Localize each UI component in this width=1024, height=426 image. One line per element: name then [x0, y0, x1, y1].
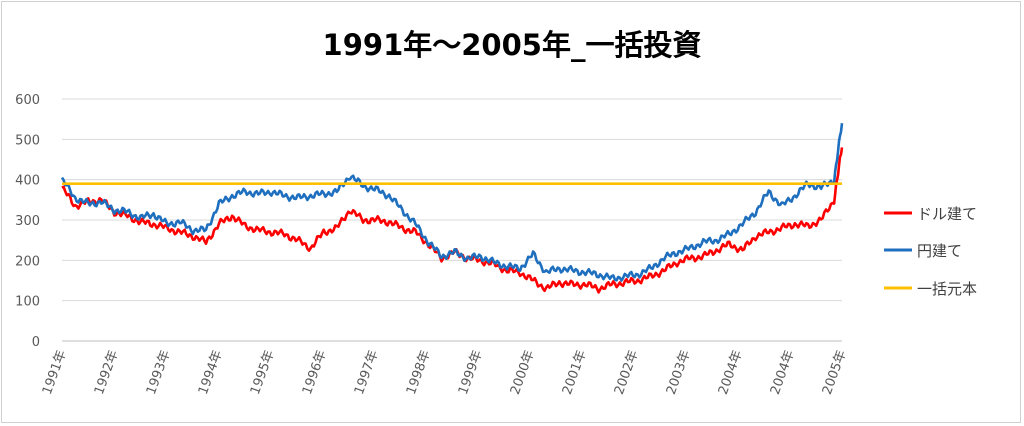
x-axis-ticks: 1991年 1992年 1993年 1994年 1995年 1996年 1997年 1998年…	[40, 348, 850, 396]
y-tick-label: 0	[32, 335, 40, 350]
y-tick-label: 100	[15, 295, 40, 310]
x-tick-label: 2005年	[820, 348, 850, 396]
x-tick-label: 2004年	[716, 348, 746, 396]
y-tick-label: 500	[15, 133, 40, 148]
x-tick-label: 1994年	[196, 348, 226, 396]
y-tick-label: 200	[15, 254, 40, 269]
x-tick-label: 1995年	[248, 348, 278, 396]
series-line-2	[60, 123, 844, 282]
x-tick-label: 1993年	[144, 348, 174, 396]
x-tick-label: 2004年	[768, 348, 798, 396]
legend-label-2: 円建て	[917, 242, 962, 260]
y-axis-ticks: 0 100 200 300 400 500 600	[15, 93, 40, 350]
x-tick-label: 1997年	[352, 348, 382, 396]
legend-label-3: 一括元本	[917, 280, 977, 298]
x-tick-label: 2003年	[664, 348, 694, 396]
x-tick-label: 1992年	[92, 348, 122, 396]
chart-title: 1991年～2005年_一括投資	[322, 28, 702, 62]
grid-lines	[62, 98, 842, 342]
x-tick-label: 2002年	[612, 348, 642, 396]
y-tick-label: 600	[15, 93, 40, 108]
x-tick-label: 1999年	[456, 348, 486, 396]
x-tick-label: 2001年	[560, 348, 590, 396]
y-tick-label: 400	[15, 174, 40, 189]
series-lines	[60, 123, 844, 294]
legend-label-1: ドル建て	[917, 205, 977, 223]
x-tick-label: 2000年	[508, 348, 538, 396]
x-tick-label: 1998年	[404, 348, 434, 396]
x-tick-label: 1996年	[300, 348, 330, 396]
x-tick-label: 1991年	[40, 348, 70, 396]
y-tick-label: 300	[15, 214, 40, 229]
